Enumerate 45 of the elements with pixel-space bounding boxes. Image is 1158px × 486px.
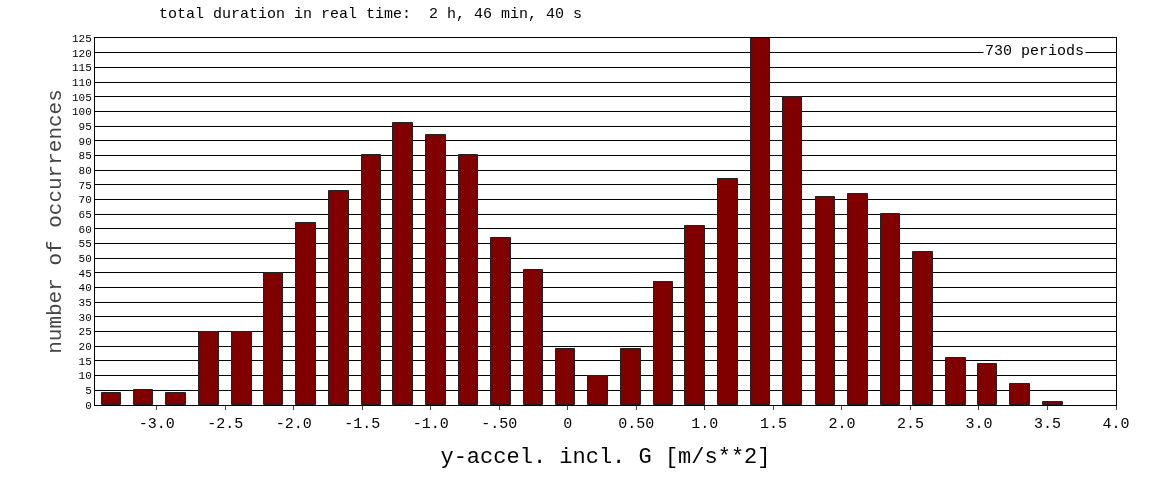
x-tick-label: 2.5	[896, 416, 924, 433]
x-tick-label: -2.0	[275, 416, 312, 433]
x-tick-label: 0	[563, 416, 573, 433]
y-tick-label: 20	[78, 341, 92, 354]
y-tick-label: 120	[71, 47, 92, 60]
annotation: 730 periods	[985, 43, 1085, 60]
y-tick-label: 10	[78, 370, 92, 383]
x-tick-label: -.50	[481, 416, 518, 433]
y-tick-label: 30	[78, 311, 92, 324]
chart-title: total duration in real time: 2 h, 46 min, 40 s	[159, 5, 583, 23]
x-tick-label: -3.0	[138, 416, 175, 433]
x-tick-label: 3.0	[965, 416, 993, 433]
y-tick-label: 35	[78, 297, 92, 310]
y-tick-label: 55	[78, 238, 92, 251]
y-tick-label: 50	[78, 253, 92, 266]
y-axis-title: number of occurrences	[44, 89, 68, 354]
y-tick-label: 60	[78, 223, 92, 236]
y-tick-label: 100	[71, 106, 92, 119]
x-tick-label: 3.5	[1033, 416, 1061, 433]
y-tick-label: 85	[78, 150, 92, 163]
y-tick-label: 105	[71, 91, 92, 104]
y-tick-label: 70	[78, 194, 92, 207]
y-tick-label: 40	[78, 282, 92, 295]
x-tick-label: -1.0	[412, 416, 449, 433]
y-tick-label: 110	[71, 76, 92, 89]
y-tick-label: 25	[78, 326, 92, 339]
x-tick-label: -1.5	[344, 416, 381, 433]
x-tick-label: 1.5	[759, 416, 787, 433]
y-tick-label: 125	[71, 32, 92, 45]
y-tick-label: 0	[85, 399, 92, 412]
x-axis-title: y-accel. incl. G [m/s**2]	[440, 444, 771, 470]
y-tick-label: 5	[85, 385, 92, 398]
y-tick-label: 80	[78, 164, 92, 177]
x-tick-label: 4.0	[1102, 416, 1130, 433]
y-tick-label: 95	[78, 120, 92, 133]
x-tick-label: -2.5	[207, 416, 244, 433]
x-tick-label: 2.0	[828, 416, 856, 433]
x-tick-label: 1.0	[691, 416, 719, 433]
x-tick-label: 0.50	[618, 416, 655, 433]
y-tick-label: 90	[78, 135, 92, 148]
y-tick-label: 65	[78, 209, 92, 222]
y-tick-label: 45	[78, 267, 92, 280]
y-tick-label: 75	[78, 179, 92, 192]
y-tick-label: 15	[78, 355, 92, 368]
y-tick-label: 115	[71, 62, 92, 75]
